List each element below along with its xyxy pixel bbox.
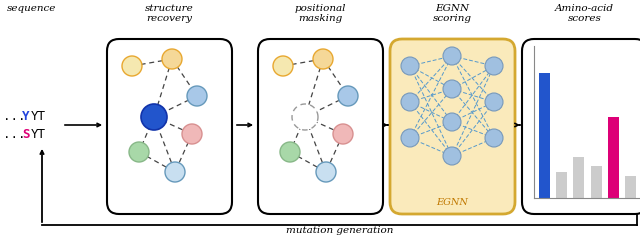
Text: sequence: sequence [7, 4, 57, 13]
FancyBboxPatch shape [390, 39, 515, 214]
Circle shape [338, 86, 358, 106]
Circle shape [187, 86, 207, 106]
Circle shape [401, 129, 419, 147]
Text: S: S [22, 128, 29, 141]
Circle shape [313, 49, 333, 69]
Circle shape [292, 104, 318, 130]
Bar [591, 166, 602, 198]
Text: Amino-acid
scores: Amino-acid scores [555, 4, 614, 23]
Circle shape [443, 147, 461, 165]
Circle shape [443, 80, 461, 98]
Text: mutation generation: mutation generation [286, 226, 393, 235]
Circle shape [401, 93, 419, 111]
Circle shape [333, 124, 353, 144]
Circle shape [273, 56, 293, 76]
Text: Y: Y [22, 111, 29, 123]
Circle shape [485, 93, 503, 111]
Bar [625, 176, 636, 198]
Circle shape [162, 49, 182, 69]
FancyBboxPatch shape [258, 39, 383, 214]
Circle shape [443, 47, 461, 65]
Circle shape [485, 57, 503, 75]
Circle shape [165, 162, 185, 182]
FancyBboxPatch shape [107, 39, 232, 214]
Circle shape [401, 57, 419, 75]
Bar [573, 157, 584, 198]
Text: ...: ... [3, 128, 26, 141]
Text: positional
masking: positional masking [295, 4, 346, 23]
Text: EGNN
scoring: EGNN scoring [433, 4, 472, 23]
Bar [556, 172, 567, 198]
Circle shape [141, 104, 167, 130]
Circle shape [182, 124, 202, 144]
Bar [607, 117, 619, 198]
Circle shape [316, 162, 336, 182]
Text: EGNN: EGNN [436, 198, 468, 207]
Circle shape [122, 56, 142, 76]
Text: YT: YT [31, 128, 46, 141]
Text: structure
recovery: structure recovery [145, 4, 194, 23]
Text: YT: YT [31, 111, 46, 123]
Circle shape [485, 129, 503, 147]
Circle shape [443, 113, 461, 131]
Circle shape [280, 142, 300, 162]
FancyBboxPatch shape [522, 39, 640, 214]
Text: ...: ... [3, 111, 26, 123]
Circle shape [129, 142, 149, 162]
Bar [539, 73, 550, 198]
